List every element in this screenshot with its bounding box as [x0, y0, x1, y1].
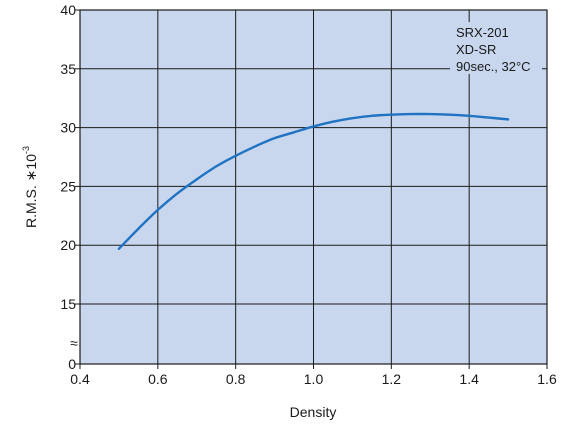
x-tick-label: 1.0	[304, 371, 324, 387]
x-tick-label: 1.2	[382, 371, 402, 387]
y-tick-label: 15	[60, 296, 76, 312]
annotation-line-2: XD-SR	[456, 42, 496, 57]
axis-break-symbol: ≈	[70, 335, 78, 351]
annotation-backdrop	[450, 22, 542, 74]
annotation-line-1: SRX-201	[456, 25, 509, 40]
annotation-line-3: 90sec., 32°C	[456, 59, 531, 74]
y-tick-label: 30	[60, 120, 76, 136]
y-tick-label: 25	[60, 178, 76, 194]
x-tick-label: 1.6	[537, 371, 557, 387]
y-tick-label: 35	[60, 61, 76, 77]
y-axis-title-main: R.M.S. ∗	[23, 170, 39, 228]
x-tick-label: 0.4	[70, 371, 90, 387]
x-axis-title: Density	[290, 404, 337, 420]
y-axis-title-exponent: -3	[21, 146, 31, 154]
x-tick-label: 1.4	[459, 371, 479, 387]
annotation-box: SRX-201 XD-SR 90sec., 32°C	[450, 22, 542, 74]
series-line	[117, 112, 510, 250]
y-tick-label: 0	[68, 356, 76, 372]
y-axis-title-text: R.M.S. ∗10-3	[21, 146, 39, 228]
tick-labels: 0.4 0.6 0.8 1.0 1.2 1.4 1.6 0 15 20 25 30 35 40	[60, 2, 557, 387]
y-tick-label: 20	[60, 237, 76, 253]
axis-break: ≈	[70, 335, 78, 351]
x-tick-label: 0.8	[226, 371, 246, 387]
x-tick-label: 0.6	[148, 371, 168, 387]
y-axis-title-base: 10	[23, 154, 39, 170]
plot-frame	[79, 9, 548, 365]
y-axis-title: R.M.S. ∗10-3	[21, 146, 39, 228]
y-tick-label: 40	[60, 2, 76, 18]
